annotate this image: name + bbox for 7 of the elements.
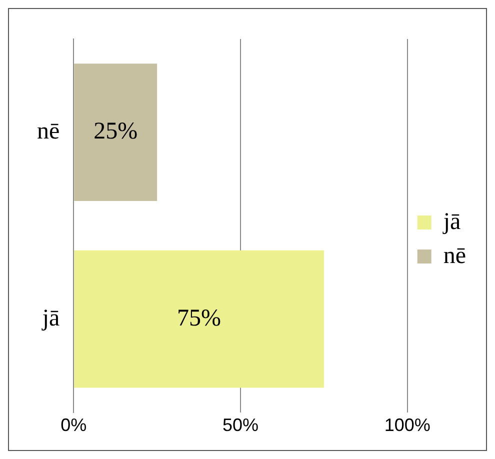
data-label: 25%	[94, 118, 138, 145]
legend-label: nē	[443, 242, 466, 269]
x-tick-label: 0%	[60, 415, 87, 436]
x-tick-label: 100%	[384, 415, 430, 436]
legend-label: jā	[442, 208, 462, 235]
x-tick-label: 50%	[222, 415, 259, 436]
data-label: 75%	[177, 305, 222, 332]
